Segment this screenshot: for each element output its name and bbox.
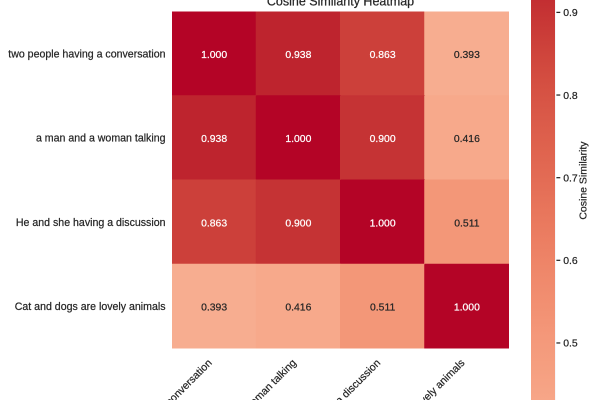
svg-text:0.8: 0.8 (563, 91, 578, 102)
svg-text:0.938: 0.938 (201, 134, 227, 145)
svg-text:Cat and dogs are lovely animal: Cat and dogs are lovely animals (15, 301, 166, 313)
svg-text:0.5: 0.5 (563, 339, 578, 350)
svg-text:1.000: 1.000 (454, 303, 480, 314)
svg-text:0.900: 0.900 (370, 134, 396, 145)
svg-text:1.000: 1.000 (285, 134, 311, 145)
svg-text:0.416: 0.416 (454, 134, 480, 145)
svg-text:He and she having a discussion: He and she having a discussion (16, 217, 166, 229)
svg-text:0.511: 0.511 (454, 218, 479, 229)
svg-text:0.511: 0.511 (370, 303, 395, 314)
svg-text:0.863: 0.863 (201, 218, 227, 229)
svg-text:1.000: 1.000 (370, 218, 396, 229)
svg-text:0.900: 0.900 (285, 218, 311, 229)
svg-text:a man and a woman talking: a man and a woman talking (36, 133, 166, 145)
svg-text:0.393: 0.393 (454, 50, 480, 61)
svg-text:1.000: 1.000 (201, 50, 227, 61)
svg-text:Cosine Similarity Heatmap: Cosine Similarity Heatmap (267, 0, 414, 9)
svg-text:0.416: 0.416 (285, 303, 311, 314)
svg-text:0.393: 0.393 (201, 303, 227, 314)
svg-text:0.938: 0.938 (285, 50, 311, 61)
svg-text:Cosine Similarity: Cosine Similarity (578, 141, 590, 220)
svg-text:0.7: 0.7 (563, 173, 578, 184)
svg-text:0.6: 0.6 (563, 256, 578, 267)
svg-text:0.9: 0.9 (563, 8, 578, 19)
svg-text:two people having a conversati: two people having a conversation (8, 48, 165, 60)
svg-text:0.863: 0.863 (370, 50, 396, 61)
